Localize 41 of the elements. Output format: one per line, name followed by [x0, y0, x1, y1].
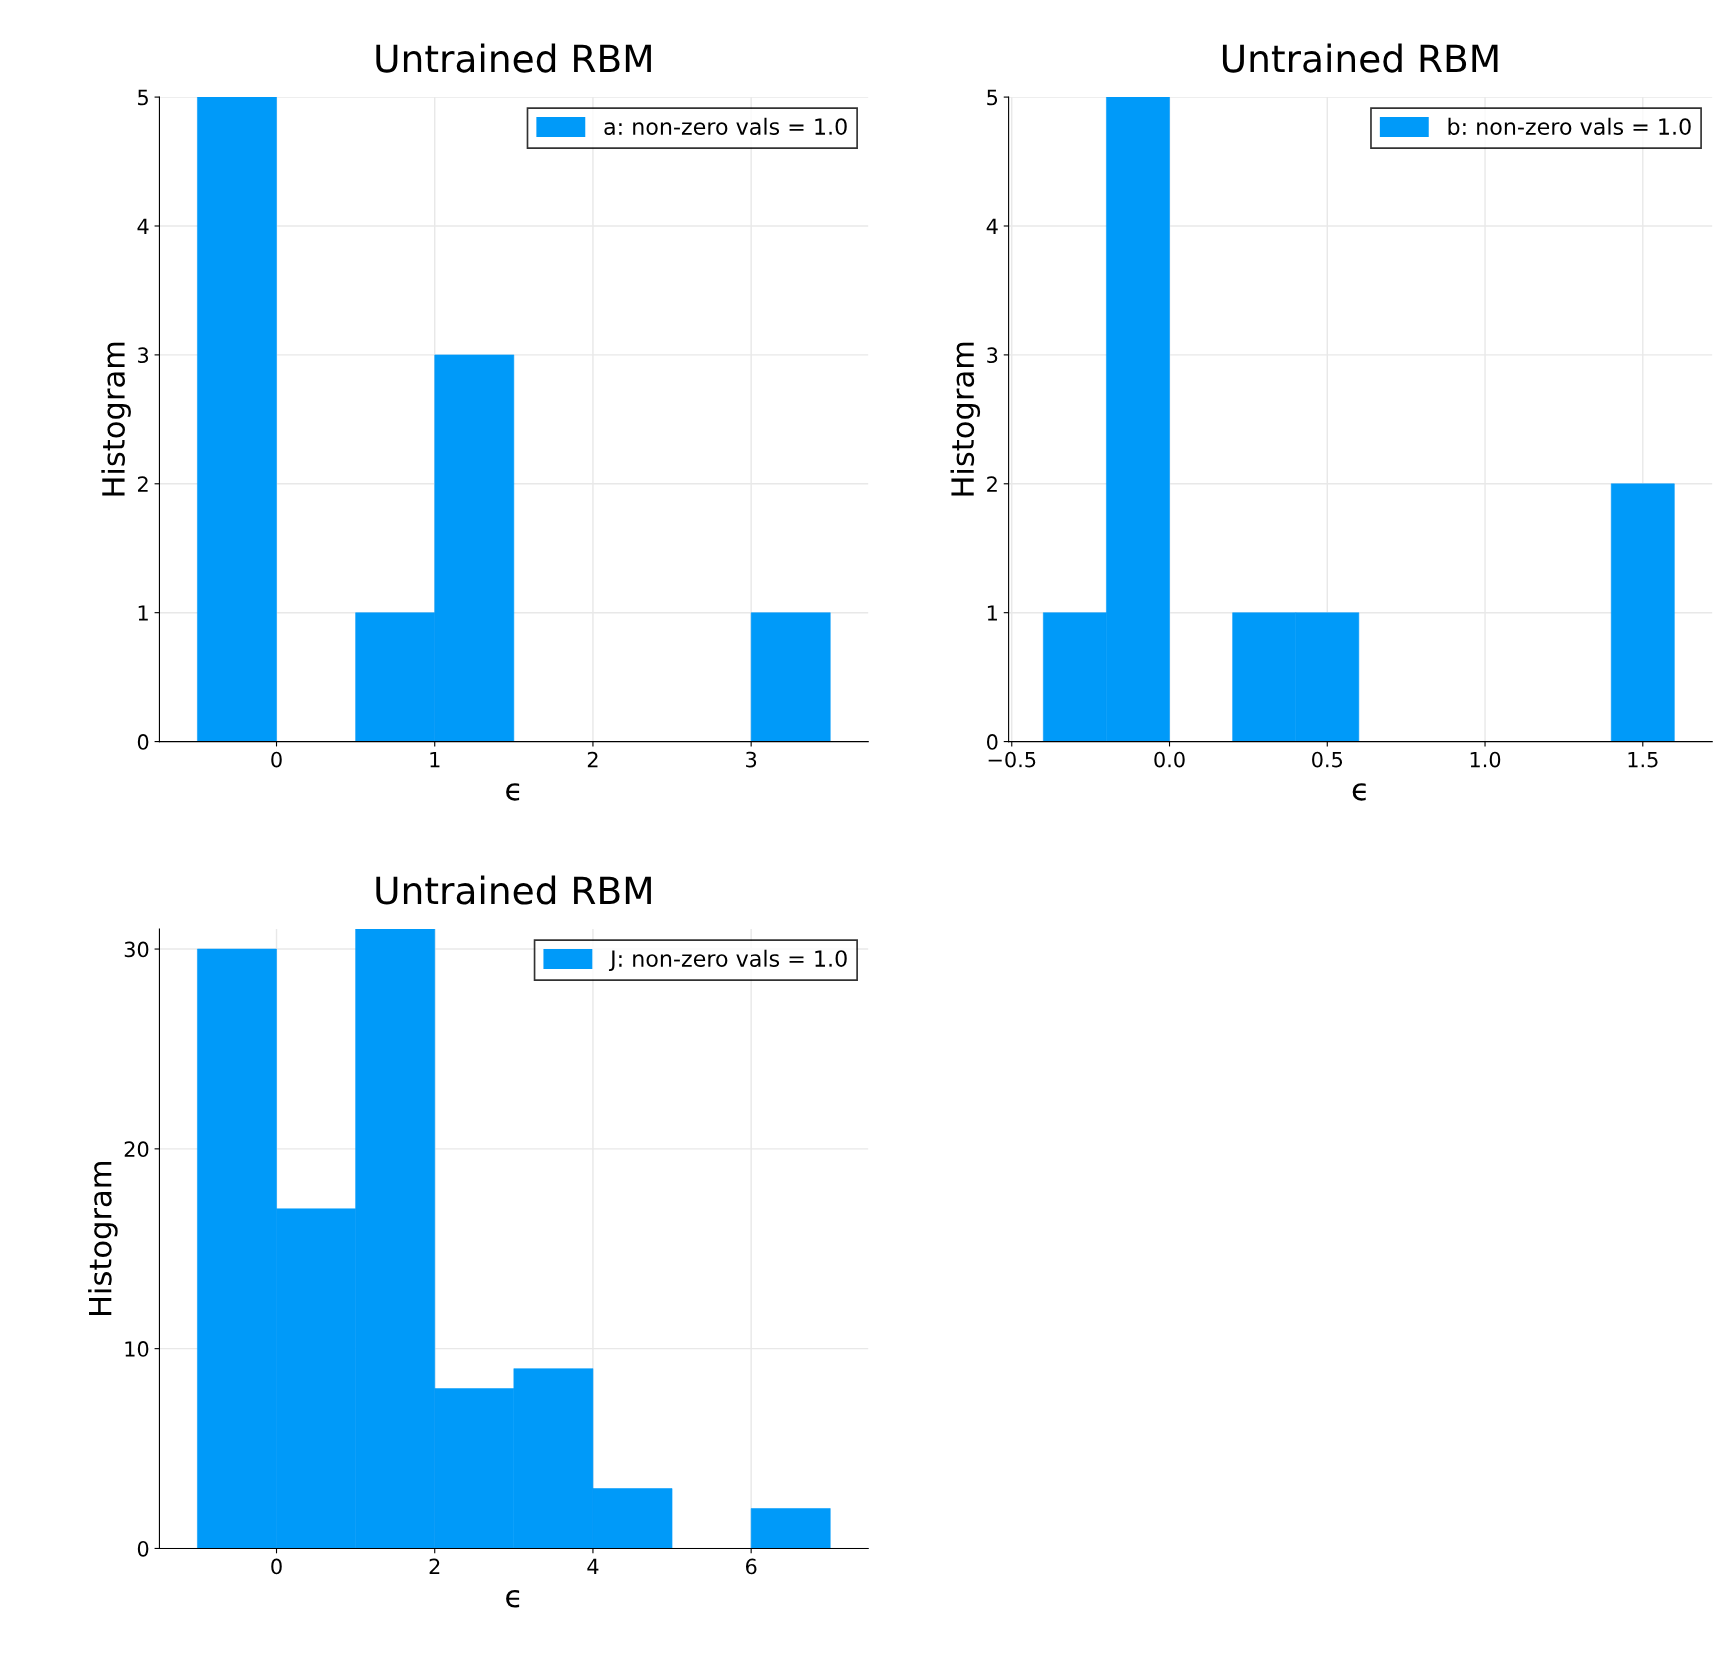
y-axis-title: Histogram: [88, 1162, 118, 1316]
x-tick-label: 0.0: [1154, 751, 1185, 768]
chart-title: Untrained RBM: [1222, 43, 1498, 73]
y-tick-label: 20: [124, 1141, 149, 1158]
y-tick-label: 0: [987, 734, 998, 750]
x-tick-label: 0: [271, 1558, 282, 1575]
y-axis-title: Histogram: [950, 342, 981, 496]
x-axis-title: ϵ: [1352, 783, 1366, 801]
x-tick-label: 1.5: [1628, 751, 1658, 768]
x-tick-label: 3: [746, 751, 757, 768]
y-tick-label: 0: [137, 1540, 149, 1557]
x-tick-label: 1.0: [1470, 751, 1501, 768]
x-tick-label: 2: [587, 751, 598, 768]
x-tick-label: 4: [587, 1558, 599, 1574]
y-tick-label: 0: [137, 734, 149, 750]
x-tick-label: 1: [430, 751, 440, 768]
chart-title: Untrained RBM: [376, 43, 651, 73]
y-tick-label: 10: [125, 1341, 149, 1357]
y-tick-label: 4: [137, 218, 149, 234]
y-tick-label: 5: [138, 89, 148, 106]
x-axis-title: ϵ: [506, 1590, 520, 1608]
chart-title: Untrained RBM: [376, 875, 651, 905]
x-tick-label: 6: [745, 1558, 757, 1575]
y-tick-label: 30: [124, 941, 149, 958]
y-tick-label: 5: [987, 89, 998, 106]
y-tick-label: 4: [986, 218, 998, 234]
x-axis-title: ϵ: [506, 783, 520, 801]
y-tick-label: 3: [987, 347, 998, 364]
x-tick-label: 0.5: [1312, 751, 1343, 768]
y-tick-label: 1: [987, 605, 997, 621]
y-tick-label: 3: [138, 347, 149, 364]
y-tick-label: 1: [138, 605, 148, 621]
x-tick-label: 2: [429, 1558, 440, 1574]
y-axis-title: Histogram: [101, 342, 131, 496]
legend-label: a: non-zero vals = 1.0: [604, 117, 847, 135]
y-tick-label: 2: [137, 476, 148, 492]
x-tick-label: 0: [271, 751, 282, 768]
y-tick-label: 2: [987, 476, 997, 492]
legend-label: J: non-zero vals = 1.0: [608, 949, 847, 972]
x-tick-label: −0.5: [988, 751, 1036, 768]
legend-label: b: non-zero vals = 1.0: [1448, 117, 1691, 135]
